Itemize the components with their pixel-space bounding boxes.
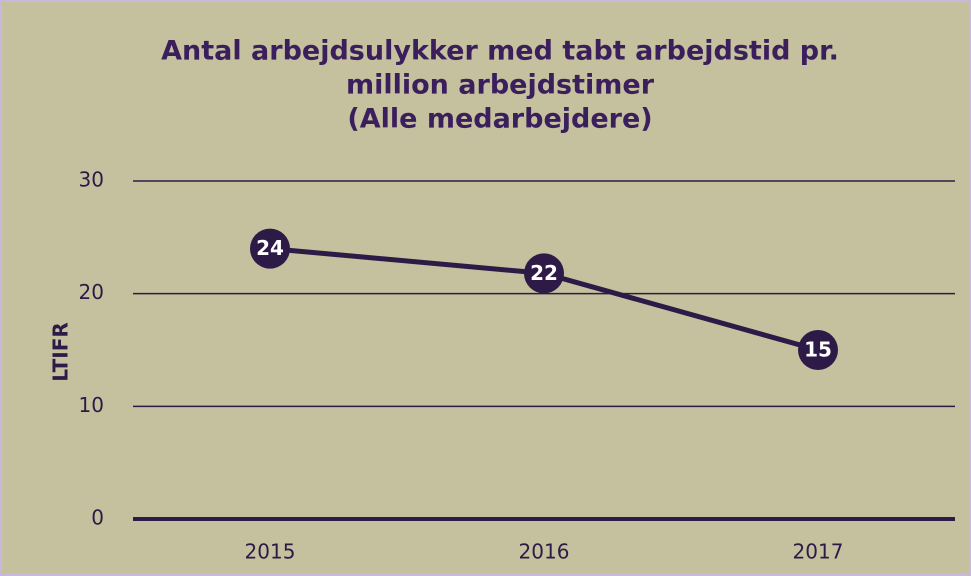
y-axis-label: LTIFR	[49, 322, 73, 382]
y-tick-label: 10	[79, 393, 104, 417]
x-tick-label: 2015	[245, 540, 296, 564]
y-tick-label: 30	[79, 168, 104, 192]
chart-title: million arbejdstimer	[346, 70, 655, 101]
x-tick-label: 2016	[519, 540, 570, 564]
marker	[250, 228, 290, 269]
y-tick-label: 0	[91, 506, 104, 530]
chart-title: (Alle medarbejdere)	[347, 104, 652, 135]
marker	[798, 330, 838, 370]
x-tick-label: 2017	[793, 540, 844, 564]
data-label: 22	[530, 261, 558, 285]
y-tick-label: 20	[79, 280, 104, 304]
data-label: 24	[256, 236, 284, 260]
chart-title: Antal arbejdsulykker med tabt arbejdstid…	[161, 36, 839, 67]
marker	[524, 253, 564, 294]
data-label: 15	[804, 338, 832, 362]
